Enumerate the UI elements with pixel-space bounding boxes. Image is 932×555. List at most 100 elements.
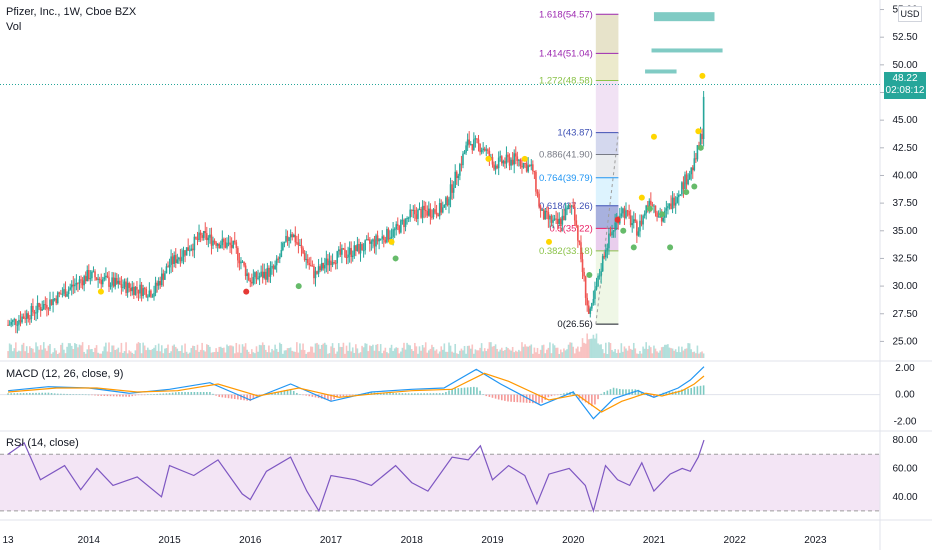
candle-body — [668, 203, 671, 207]
candle-body — [452, 187, 455, 193]
candle-body — [348, 247, 351, 255]
macd-histogram-bar — [193, 392, 196, 395]
volume-bar — [246, 349, 248, 358]
volume-bar — [77, 347, 79, 358]
candle-body — [620, 213, 623, 217]
volume-bar — [80, 345, 82, 358]
candle-body — [88, 269, 90, 280]
candle-body — [67, 289, 70, 295]
volume-bar — [218, 346, 221, 358]
volume-bar — [15, 342, 17, 358]
volume-bar — [114, 349, 117, 358]
volume-bar — [392, 351, 394, 358]
volume-bar — [316, 342, 318, 358]
macd-histogram-bar — [584, 394, 587, 403]
volume-bar — [145, 350, 148, 358]
candle-body — [153, 293, 155, 297]
candle-body — [563, 215, 565, 221]
volume-bar — [511, 346, 514, 358]
volume-bar — [525, 346, 528, 358]
volume-bar — [112, 345, 115, 358]
volume-bar — [665, 344, 668, 358]
candle-body — [323, 265, 326, 269]
currency-badge[interactable]: USD — [898, 6, 922, 22]
candle-body — [305, 258, 307, 260]
volume-bar — [670, 348, 672, 358]
volume-bar — [648, 345, 651, 358]
macd-tick-label: -2.00 — [894, 416, 917, 427]
candle-body — [601, 256, 604, 272]
candle-body — [379, 238, 382, 240]
candle-body — [636, 221, 638, 236]
macd-histogram-bar — [553, 394, 556, 396]
candle-body — [97, 278, 99, 280]
volume-bar — [654, 348, 657, 358]
macd-histogram-bar — [417, 393, 419, 395]
candle-body — [597, 275, 599, 287]
macd-histogram-bar — [473, 386, 475, 395]
volume-bar — [369, 345, 371, 358]
candle-body — [91, 271, 93, 279]
volume-bar — [176, 348, 179, 358]
candle-body — [393, 229, 396, 231]
volume-bar — [479, 347, 481, 358]
price-tick-label: 52.50 — [892, 32, 917, 43]
volume-bar — [95, 345, 98, 358]
candle-body — [63, 289, 65, 294]
volume-bar — [572, 346, 575, 358]
candle-body — [328, 260, 331, 266]
macd-histogram-bar — [522, 394, 525, 403]
candle-body — [359, 244, 362, 254]
candle-body — [539, 206, 542, 211]
volume-bar — [563, 348, 565, 358]
candle-body — [504, 160, 506, 164]
macd-histogram-bar — [72, 394, 75, 395]
volume-bar — [67, 343, 70, 358]
candle-body — [187, 247, 189, 251]
volume-bar — [379, 344, 382, 358]
candle-body — [33, 312, 36, 314]
macd-histogram-bar — [190, 392, 193, 395]
candle-body — [112, 277, 115, 287]
fib-level-label: 1.272(48.58) — [539, 76, 593, 87]
candle-body — [451, 184, 453, 193]
candle-body — [111, 277, 113, 286]
volume-bar — [508, 349, 511, 358]
candle-body — [139, 284, 141, 294]
candle-body — [157, 281, 160, 286]
volume-bar — [440, 346, 443, 358]
candle-body — [64, 289, 67, 297]
candle-body — [351, 255, 354, 257]
volume-bar — [241, 344, 244, 358]
macd-histogram-bar — [504, 394, 506, 401]
candle-body — [480, 150, 483, 153]
candle-body — [237, 248, 239, 261]
macd-histogram-bar — [218, 394, 221, 397]
volume-bar — [97, 352, 99, 358]
volume-bar — [454, 343, 457, 358]
candle-body — [381, 236, 384, 239]
candle-body — [219, 245, 222, 248]
volume-bar — [626, 350, 629, 358]
volume-bar — [215, 348, 217, 358]
volume-bar — [232, 346, 234, 358]
candle-body — [404, 218, 407, 228]
volume-bar — [105, 342, 107, 358]
volume-bar — [238, 344, 241, 358]
macd-histogram-bar — [687, 388, 689, 395]
candle-body — [58, 292, 61, 294]
macd-histogram-bar — [32, 392, 34, 395]
volume-bar — [448, 342, 450, 358]
candle-body — [347, 254, 349, 258]
candle-body — [147, 296, 149, 298]
volume-bar — [441, 349, 444, 358]
candle-body — [477, 139, 480, 144]
macd-histogram-bar — [532, 394, 534, 404]
volume-bar — [673, 350, 675, 358]
rsi-tick-label: 80.00 — [892, 435, 917, 446]
candle-body — [485, 149, 488, 151]
candle-body — [499, 156, 502, 158]
candle-body — [353, 245, 356, 256]
